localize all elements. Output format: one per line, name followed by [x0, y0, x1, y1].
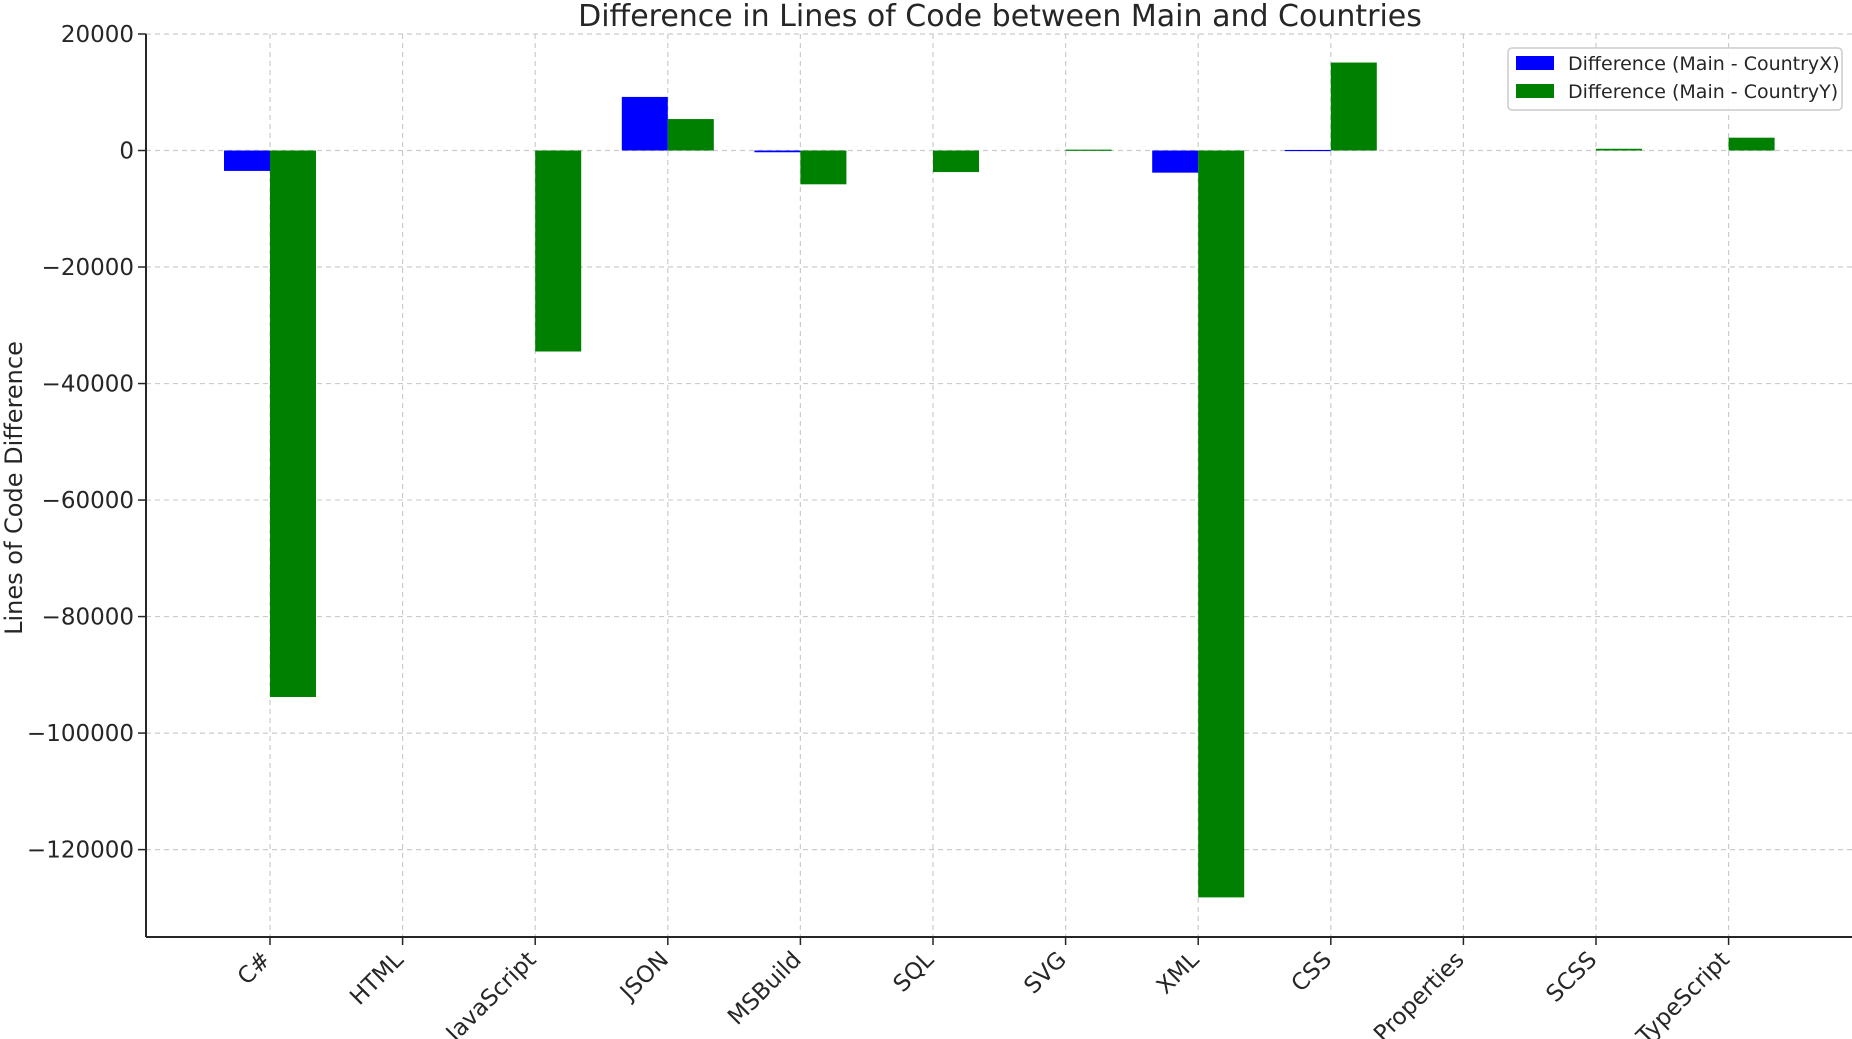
- x-tick-label: XML: [1152, 947, 1205, 1000]
- x-tick-label: HTML: [345, 947, 409, 1011]
- y-tick-label: −20000: [42, 255, 134, 281]
- axes-layer: [145, 34, 1852, 938]
- x-tick-label: TypeScript: [1631, 947, 1735, 1039]
- x-tick-label: SQL: [889, 947, 940, 998]
- bar-series2-typescript: [1728, 137, 1775, 151]
- y-tick-label: −120000: [27, 838, 134, 864]
- legend-swatch: [1516, 84, 1554, 98]
- bar-series2-xml: [1198, 150, 1245, 898]
- x-tick-label: SVG: [1019, 947, 1071, 999]
- x-tick-label: SCSS: [1542, 947, 1603, 1008]
- y-tick-label: 20000: [61, 22, 134, 48]
- legend-label: Difference (Main - CountryX): [1568, 53, 1840, 75]
- y-tick-label: −40000: [42, 372, 134, 398]
- bar-series2-sql: [933, 150, 979, 173]
- bar-series1-json: [621, 96, 668, 151]
- bars-layer: [224, 62, 1775, 898]
- bar-series1-c: [224, 150, 270, 171]
- bar-series2-css: [1330, 62, 1377, 151]
- legend-label: Difference (Main - CountryY): [1568, 81, 1838, 103]
- bar-series2-c: [270, 150, 316, 697]
- x-tick-label: JavaScript: [440, 947, 541, 1039]
- y-axis-label: Lines of Code Difference: [0, 341, 28, 635]
- chart-title: Difference in Lines of Code between Main…: [578, 0, 1422, 34]
- x-tick-label: JSON: [614, 947, 674, 1007]
- legend: Difference (Main - CountryX) Difference (…: [1507, 47, 1843, 111]
- bar-series2-scss: [1596, 148, 1642, 151]
- bar-series2-msbuild: [800, 150, 847, 185]
- bar-series1-css: [1284, 149, 1331, 152]
- x-tick-label: Properties: [1369, 947, 1470, 1039]
- bar-series2-javascript: [535, 150, 582, 352]
- bar-series2-svg: [1065, 149, 1112, 151]
- x-tick-label: C#: [233, 947, 276, 990]
- y-tick-label: 0: [119, 139, 134, 165]
- legend-box: [1507, 47, 1843, 111]
- bar-series2-json: [667, 119, 714, 151]
- y-tick-label: −80000: [42, 605, 134, 631]
- y-tick-label: −100000: [27, 721, 134, 747]
- bar-series1-xml: [1152, 150, 1199, 173]
- legend-swatch: [1516, 56, 1554, 70]
- y-tick-label: −60000: [42, 488, 134, 514]
- y-tick-labels: 20000 0 −20000 −40000 −60000 −80000 −100000 −12…: [27, 22, 146, 864]
- x-tick-label: CSS: [1287, 947, 1337, 997]
- x-tick-label: MSBuild: [723, 947, 807, 1031]
- grid-layer: [146, 33, 1852, 937]
- bar-series1-msbuild: [754, 150, 801, 153]
- x-tick-labels: C# HTML JavaScript JSON MSBuild SQL SVG XML CSS P…: [233, 937, 1735, 1039]
